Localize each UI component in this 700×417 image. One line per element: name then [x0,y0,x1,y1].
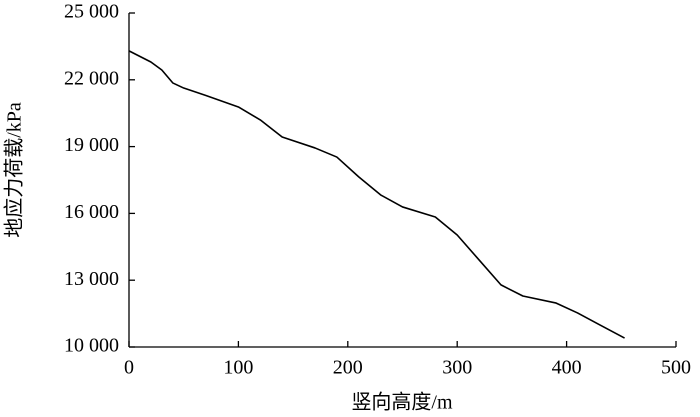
y-axis-label: 地应力荷载/kPa [3,102,26,238]
x-tick-label: 0 [124,357,134,379]
y-tick-label: 22 000 [64,67,119,89]
y-tick-label: 13 000 [64,268,119,290]
x-axis-label: 竖向高度/m [351,391,453,414]
y-tick-label: 10 000 [64,335,119,357]
x-tick-label: 300 [442,357,472,379]
x-tick-label: 100 [223,357,253,379]
y-tick-label: 16 000 [64,201,119,223]
x-tick-label: 200 [333,357,363,379]
y-tick-label: 19 000 [64,134,119,156]
y-tick-label: 25 000 [64,1,119,23]
data-line [128,50,625,339]
x-tick-label: 500 [661,357,691,379]
x-tick-label: 400 [552,357,582,379]
